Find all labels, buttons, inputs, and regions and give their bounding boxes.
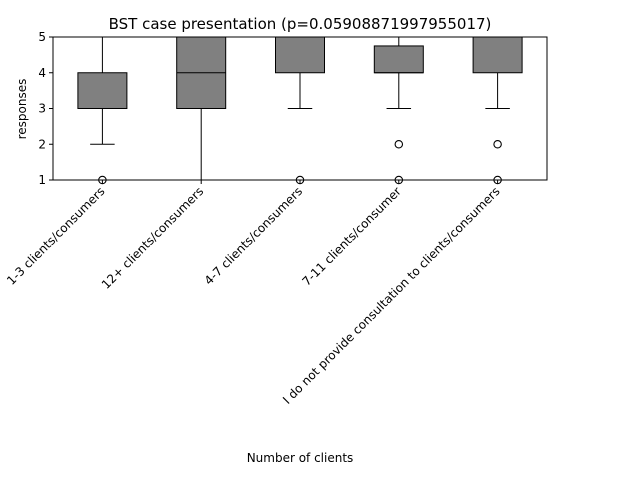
box-iqr [275, 36, 325, 74]
box-iqr [472, 36, 523, 74]
box-iqr [373, 45, 424, 74]
x-tick-label: I do not provide consultation to clients… [280, 184, 503, 407]
outlier-point [394, 140, 404, 149]
chart-title: BST case presentation (p=0.0590887199795… [109, 15, 492, 33]
boxes-layer [77, 36, 523, 185]
y-tick-label: 2 [38, 137, 46, 151]
x-tick-label: 4-7 clients/consumers [202, 184, 305, 287]
box-group [77, 36, 128, 185]
y-axis-label: responses [15, 79, 29, 140]
x-axis-label: Number of clients [247, 451, 354, 465]
x-tick-label: 1-3 clients/consumers [4, 184, 107, 287]
y-tick-label: 1 [38, 173, 46, 187]
box-group [472, 36, 523, 185]
y-tick-label: 3 [38, 102, 46, 116]
box-iqr [77, 72, 128, 109]
outlier-point [493, 140, 502, 149]
y-tick-label: 5 [38, 30, 46, 44]
y-tick-label: 4 [38, 66, 46, 80]
box-group [373, 36, 424, 185]
box-group [275, 36, 325, 185]
x-tick-label: 12+ clients/consumers [99, 184, 207, 292]
x-tick-label: 7-11 clients/consumer [299, 184, 403, 288]
box-group [176, 36, 227, 181]
